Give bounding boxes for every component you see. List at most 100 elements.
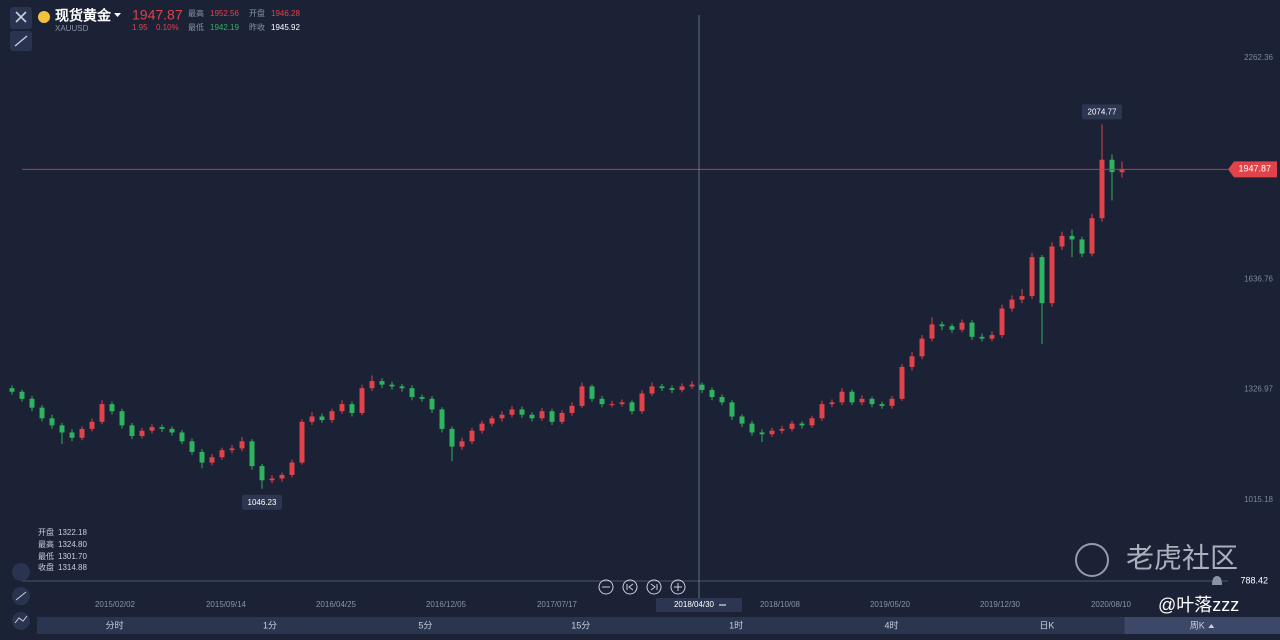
- tab[interactable]: 15分: [571, 620, 590, 630]
- value: 1301.70: [58, 552, 87, 561]
- label: 最高: [38, 539, 54, 549]
- candle-body: [1119, 169, 1125, 173]
- candle-body: [979, 336, 985, 339]
- x-tick-label: 2015/09/14: [206, 600, 247, 609]
- candle-body: [639, 393, 645, 412]
- candle-body: [989, 335, 995, 339]
- candle-body: [559, 412, 565, 422]
- candle-body: [339, 404, 345, 412]
- x-tick-label: 2016/04/25: [316, 600, 357, 609]
- candle-body: [479, 423, 485, 431]
- candle-body: [769, 430, 775, 435]
- extreme-label: 2074.77: [1088, 108, 1117, 117]
- zoom-controls[interactable]: [598, 579, 686, 595]
- candle-body: [399, 386, 405, 389]
- candle-body: [179, 432, 185, 442]
- candle-body: [1009, 299, 1015, 309]
- tab[interactable]: 4时: [885, 619, 899, 630]
- side-tools[interactable]: [12, 563, 30, 630]
- candle-body: [929, 324, 935, 339]
- value: 1946.28: [271, 9, 300, 18]
- candle-body: [549, 411, 555, 422]
- crosshair-label: 2018/04/30: [674, 600, 715, 609]
- close-button[interactable]: [10, 7, 32, 29]
- extreme-box: [1082, 104, 1122, 120]
- symbol: XAUUSD: [55, 24, 89, 33]
- candle-body: [589, 386, 595, 399]
- tab[interactable]: 分时: [106, 619, 124, 630]
- tab[interactable]: 1时: [729, 619, 743, 630]
- candle-body: [59, 425, 65, 433]
- x-tick-label: 2019/12/30: [980, 600, 1021, 609]
- candle-body: [599, 398, 605, 405]
- label: 收盘: [38, 562, 54, 572]
- candle-body: [259, 466, 265, 481]
- tab[interactable]: 日K: [1039, 620, 1054, 630]
- candle-body: [209, 457, 215, 463]
- value: 1942.19: [210, 23, 239, 32]
- y-tick-label: 1636.76: [1244, 275, 1273, 284]
- label: 开盘: [38, 527, 54, 537]
- watermark-logo: [1075, 543, 1109, 577]
- candle-body: [579, 386, 585, 406]
- candle-body: [359, 388, 365, 413]
- candle-body: [319, 416, 325, 421]
- candle-body: [849, 391, 855, 403]
- candle-body: [329, 411, 335, 421]
- candle-body: [779, 428, 785, 431]
- candle-body: [229, 448, 235, 451]
- candle-body: [539, 411, 545, 419]
- label: 最低: [188, 22, 204, 32]
- candle-body: [1019, 296, 1025, 300]
- candle-body: [189, 441, 195, 452]
- candle-body: [69, 432, 75, 438]
- candle-body: [519, 409, 525, 415]
- instrument-name[interactable]: 现货黄金: [55, 8, 112, 24]
- candle-body: [39, 407, 45, 419]
- label: 昨收: [249, 22, 265, 32]
- candle-body: [459, 441, 465, 447]
- candle-body: [869, 398, 875, 405]
- tab[interactable]: 5分: [418, 620, 432, 630]
- tab[interactable]: 1分: [263, 620, 277, 630]
- y-bottom-label: 788.42: [1240, 575, 1268, 585]
- candle-body: [509, 409, 515, 415]
- bell-icon[interactable]: [1212, 576, 1222, 585]
- candle-body: [449, 428, 455, 447]
- candle-body: [759, 432, 765, 435]
- price-tag-label: 1947.87: [1238, 164, 1271, 174]
- candle-body: [969, 322, 975, 337]
- candle-body: [159, 427, 165, 429]
- x-tick-label: 2018/10/08: [760, 600, 801, 609]
- candle-body: [1029, 257, 1035, 297]
- tab[interactable]: 周K: [1190, 620, 1205, 630]
- x-tick-label: 2017/07/17: [537, 600, 578, 609]
- candles: [9, 124, 1125, 489]
- candle-body: [499, 414, 505, 419]
- value: 1952.56: [210, 9, 239, 18]
- candle-body: [409, 388, 415, 398]
- candle-body: [689, 384, 695, 387]
- candle-body: [1089, 218, 1095, 254]
- candle-body: [79, 428, 85, 438]
- watermark-author: @叶落zzz: [1158, 595, 1239, 615]
- candle-body: [739, 416, 745, 424]
- candle-body: [419, 397, 425, 399]
- candle-body: [199, 451, 205, 463]
- dropdown-arrow[interactable]: [114, 13, 121, 17]
- watermark: 老虎社区: [1126, 542, 1238, 573]
- candle-body: [819, 404, 825, 419]
- value: 1314.88: [58, 563, 87, 572]
- candle-body: [829, 402, 835, 405]
- candle-body: [1049, 246, 1055, 304]
- draw-tool[interactable]: [10, 31, 32, 51]
- tab-active: [1124, 617, 1280, 634]
- candle-body: [899, 366, 905, 399]
- value: 1324.80: [58, 540, 87, 549]
- crosshair-box: [656, 598, 742, 612]
- y-tick-label: 1015.18: [1244, 495, 1273, 504]
- change-pct: 0.10%: [156, 23, 179, 32]
